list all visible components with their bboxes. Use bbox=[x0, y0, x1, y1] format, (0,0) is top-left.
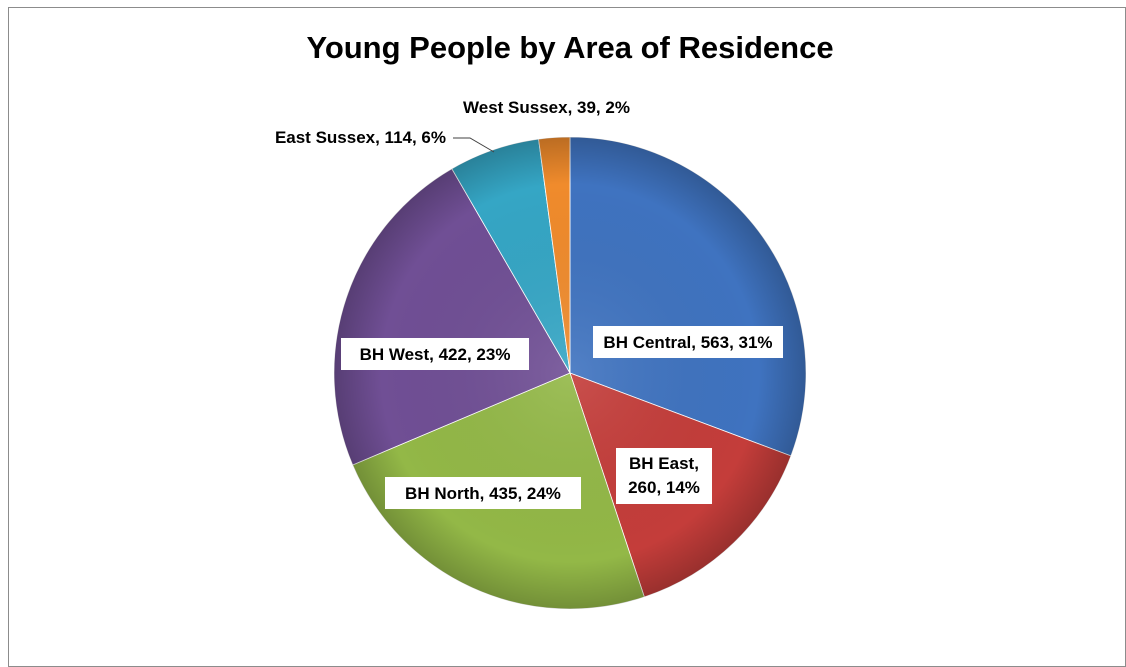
data-label: BH Central, 563, 31% bbox=[603, 333, 772, 352]
data-label: BH West, 422, 23% bbox=[360, 345, 511, 364]
leader-line bbox=[453, 137, 495, 153]
pie-slices bbox=[333, 136, 807, 610]
data-label-box bbox=[616, 448, 712, 504]
chart-title: Young People by Area of Residence bbox=[306, 30, 834, 65]
data-label-box bbox=[385, 477, 581, 509]
data-label: BH North, 435, 24% bbox=[405, 484, 561, 503]
data-label: BH East, 260, 14% bbox=[628, 454, 700, 497]
data-label-box bbox=[593, 326, 783, 358]
data-labels: BH Central, 563, 31% BH East, 260, 14% BH N… bbox=[275, 98, 783, 509]
data-label: West Sussex, 39, 2% bbox=[463, 98, 630, 117]
data-label: East Sussex, 114, 6% bbox=[275, 128, 446, 147]
data-label-box bbox=[341, 338, 529, 370]
